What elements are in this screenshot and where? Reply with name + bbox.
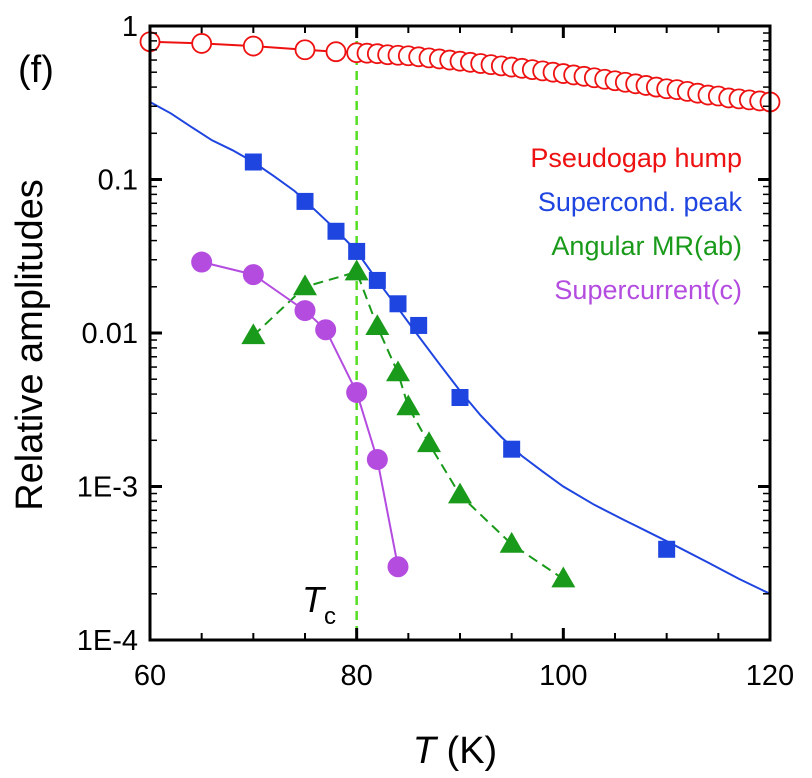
y-tick-label: 1E-3 (77, 472, 138, 504)
data-point (242, 264, 264, 286)
data-point (389, 295, 407, 313)
series-fit-line (149, 101, 771, 595)
series-group (139, 31, 781, 595)
legend-entry: Angular MR(ab) (551, 231, 742, 261)
axes: 60 80 100 120 1E-4 1E-3 0.01 0.1 1 (77, 11, 794, 692)
data-point (325, 41, 347, 63)
data-point (294, 39, 316, 61)
data-point (396, 394, 421, 416)
data-point (551, 566, 576, 588)
data-point (366, 448, 388, 470)
legend-entry: Supercond. peak (538, 187, 743, 217)
data-point (315, 319, 337, 341)
y-axis-title: Relative amplitudes (9, 179, 51, 511)
series-angular-mr-ab (241, 259, 576, 588)
y-tick-label: 0.01 (82, 318, 138, 350)
x-tick-label: 120 (746, 660, 794, 692)
data-point (503, 440, 521, 458)
data-point (387, 556, 409, 578)
y-tick-label: 0.1 (98, 165, 138, 197)
x-tick-label: 80 (341, 660, 373, 692)
data-point (365, 314, 390, 336)
data-point (327, 222, 345, 240)
data-point (344, 259, 369, 281)
data-point (294, 300, 316, 322)
legend-entry: Pseudogap hump (530, 143, 742, 173)
series-supercond-peak (149, 101, 771, 595)
plot-frame (148, 24, 772, 642)
x-axis-title: T (K) (413, 730, 497, 772)
data-point (293, 274, 317, 296)
y-tick-label: 1E-4 (77, 625, 138, 657)
x-tick-label: 60 (134, 660, 166, 692)
data-point (386, 360, 410, 382)
series-pseudogap-hump (139, 31, 781, 113)
data-point (191, 33, 213, 54)
x-tick-label: 100 (539, 660, 587, 692)
data-point (191, 251, 213, 273)
data-point (244, 153, 262, 171)
y-tick-label: 1 (122, 11, 138, 43)
data-point (658, 540, 676, 558)
data-point (451, 389, 469, 407)
data-point (348, 242, 366, 260)
series-line (252, 270, 564, 580)
legend-entry: Supercurrent(c) (554, 275, 742, 305)
panel-label: (f) (18, 49, 54, 91)
series-supercurrent-c (191, 251, 409, 578)
data-point (368, 271, 386, 289)
data-point (346, 381, 368, 403)
data-point (499, 531, 524, 553)
data-point (241, 323, 266, 345)
data-point (296, 192, 314, 210)
tc-label: Tc (302, 579, 336, 630)
data-point (417, 431, 441, 453)
data-point (410, 316, 428, 334)
data-point (242, 35, 264, 57)
legend: Pseudogap hump Supercond. peak Angular MR(… (530, 143, 742, 305)
data-point (448, 482, 472, 504)
